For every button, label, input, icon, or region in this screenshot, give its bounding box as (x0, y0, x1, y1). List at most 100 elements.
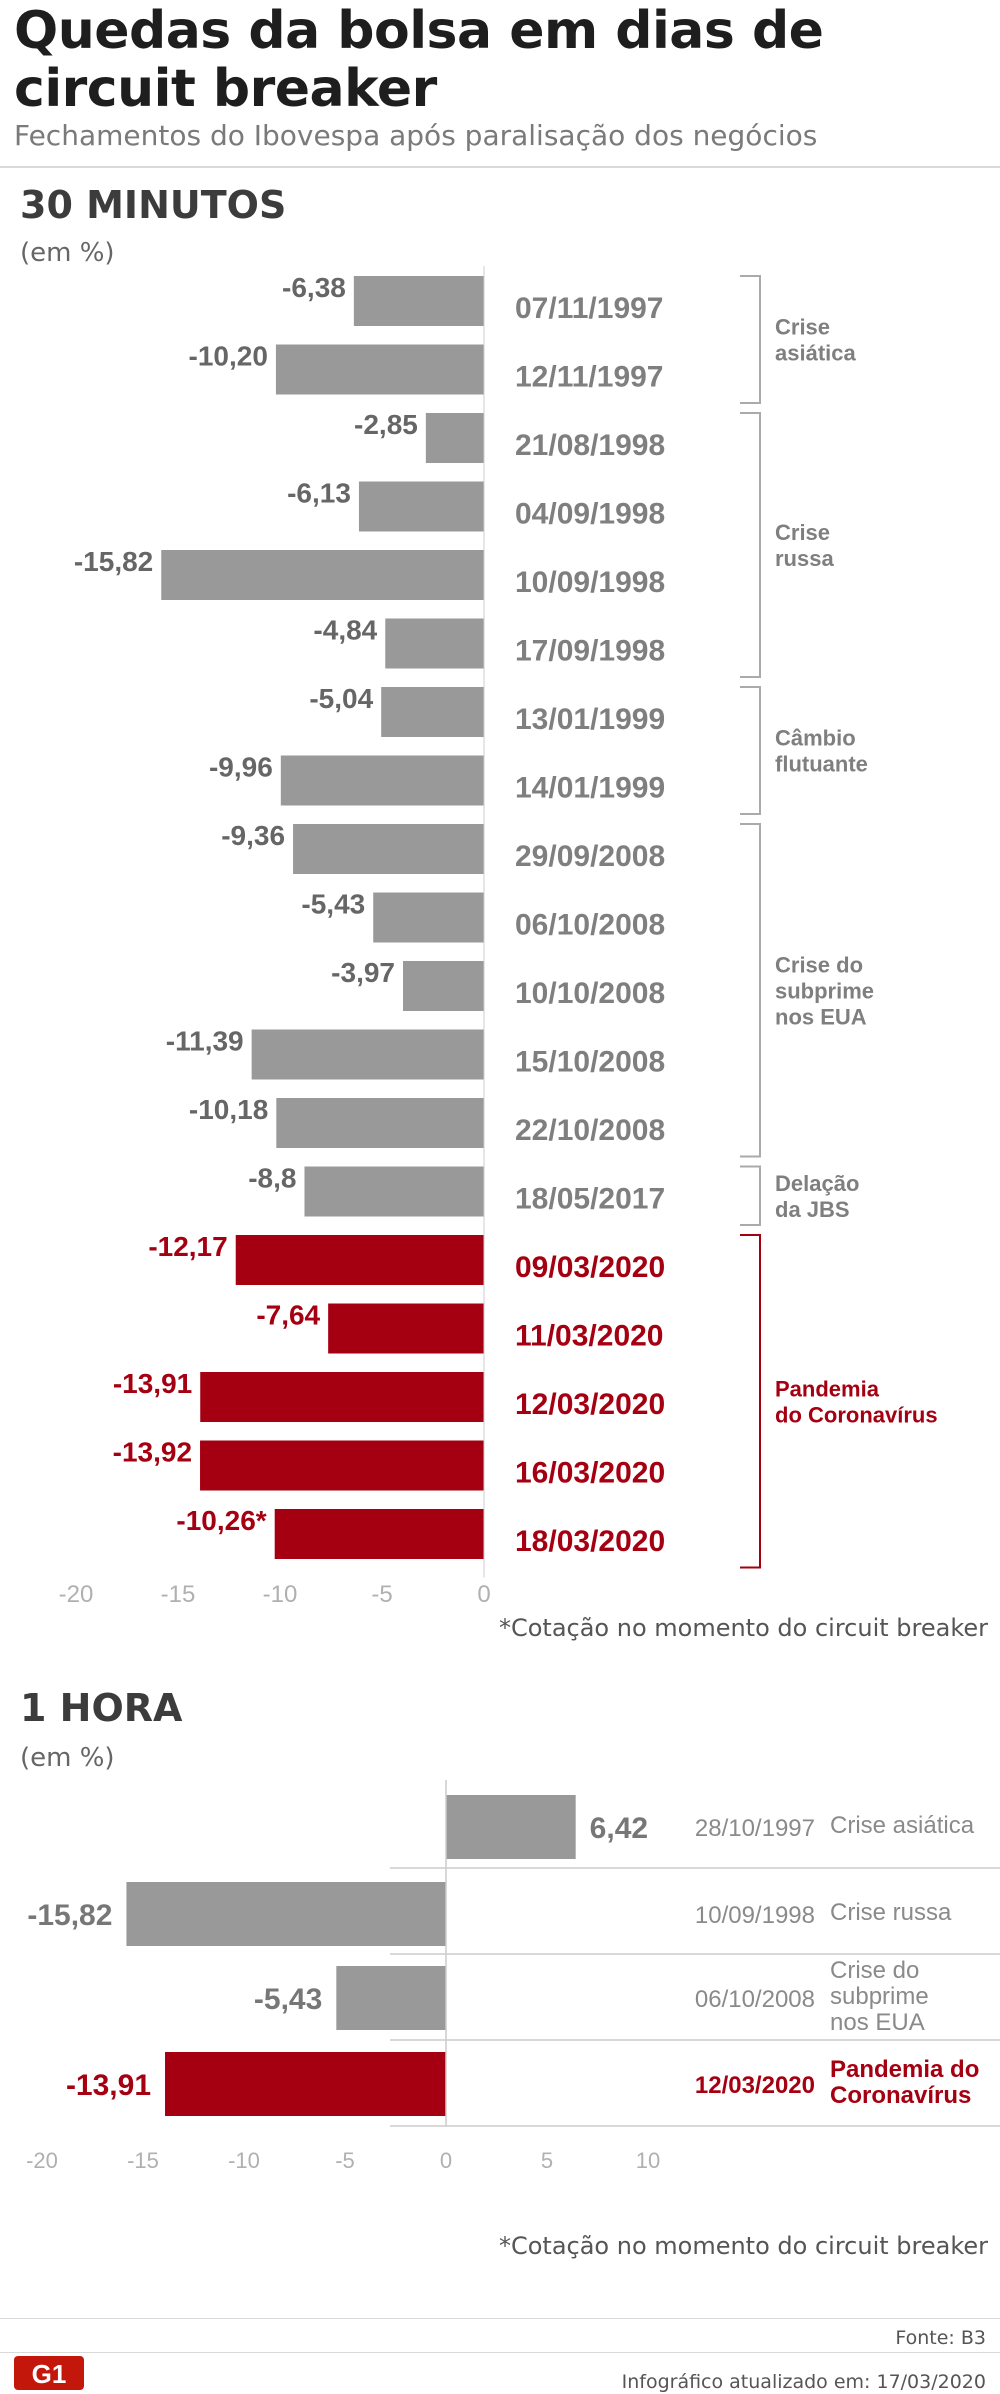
group-bracket (740, 275, 761, 404)
event-label: Crise do subprime nos EUA (830, 1957, 929, 2036)
x-tick-label: -20 (59, 1581, 94, 1608)
date-label: 28/10/1997 (695, 1815, 815, 1842)
date-label: 10/09/1998 (695, 1902, 815, 1929)
group-bracket (740, 412, 761, 678)
value-label: -6,38 (282, 272, 346, 303)
bar (235, 1235, 484, 1285)
bar (381, 687, 484, 737)
event-label: Crise russa (830, 1899, 952, 1926)
chart1-title: 30 MINUTOS (20, 183, 287, 227)
bar (446, 1795, 576, 1859)
bar (200, 1440, 485, 1491)
group-label: Câmbio flutuante (775, 726, 868, 777)
x-tick-label: 0 (440, 2148, 452, 2173)
value-label: -9,36 (221, 820, 285, 851)
group-label: Pandemia do Coronavírus (775, 1376, 938, 1427)
value-label: -10,20 (189, 341, 268, 372)
x-tick-label: 5 (541, 2148, 553, 2173)
bar (373, 892, 484, 943)
value-label: -10,26* (176, 1505, 266, 1536)
x-tick-label: -10 (228, 2148, 260, 2173)
date-label: 10/10/2008 (515, 977, 665, 1010)
footer-divider-2 (0, 2352, 1000, 2353)
value-label: -13,92 (113, 1437, 192, 1468)
group-bracket (740, 823, 761, 1158)
date-label: 18/03/2020 (515, 1525, 665, 1558)
value-label: -15,82 (74, 546, 153, 577)
date-label: 22/10/2008 (515, 1114, 665, 1147)
date-label: 10/09/1998 (515, 566, 665, 599)
chart1-footnote: *Cotação no momento do circuit breaker (498, 1614, 988, 1642)
bar (403, 961, 484, 1011)
value-label: -13,91 (113, 1368, 192, 1399)
update-date: Infográfico atualizado em: 17/03/2020 (621, 2371, 986, 2393)
group-label: Crise do subprime nos EUA (775, 952, 874, 1029)
group-label: Crise russa (775, 520, 834, 571)
date-label: 29/09/2008 (515, 840, 665, 873)
header-divider (0, 166, 1000, 168)
date-label: 06/10/2008 (515, 909, 665, 942)
x-tick-label: -5 (335, 2148, 355, 2173)
value-label: -9,96 (209, 752, 273, 783)
x-tick-label: -15 (127, 2148, 159, 2173)
chart1-unit-label: (em %) (20, 238, 115, 268)
date-label: 12/03/2020 (515, 1388, 665, 1421)
bar (293, 824, 484, 874)
bar (425, 413, 484, 463)
bar (358, 481, 484, 532)
logo-text: G1 (32, 2359, 67, 2389)
value-label: -5,43 (301, 889, 365, 920)
date-label: 11/03/2020 (515, 1320, 664, 1353)
date-label: 15/10/2008 (515, 1046, 665, 1079)
value-label: -15,82 (27, 1899, 112, 1932)
chart2-unit-label: (em %) (20, 1743, 115, 1773)
bar (328, 1303, 484, 1354)
group-label: Crise asiática (775, 315, 856, 366)
date-label: 16/03/2020 (515, 1457, 665, 1490)
value-label: -11,39 (166, 1026, 244, 1057)
chart2-title: 1 HORA (20, 1686, 183, 1730)
event-label: Crise asiática (830, 1812, 975, 1839)
value-label: -6,13 (287, 478, 351, 509)
bar (385, 618, 484, 669)
date-label: 06/10/2008 (695, 1986, 815, 2013)
date-label: 13/01/1999 (515, 703, 665, 736)
bar (200, 1372, 484, 1422)
x-tick-label: -15 (161, 1581, 196, 1608)
date-label: 09/03/2020 (515, 1251, 665, 1284)
x-tick-label: -10 (263, 1581, 298, 1608)
date-label: 12/03/2020 (695, 2072, 815, 2099)
source-credit: Fonte: B3 (895, 2327, 986, 2349)
group-bracket (740, 1165, 761, 1226)
value-label: -2,85 (354, 409, 418, 440)
group-bracket (740, 1234, 761, 1569)
date-label: 14/01/1999 (515, 772, 665, 805)
value-label: -3,97 (331, 957, 395, 988)
value-label: -10,18 (189, 1094, 268, 1125)
x-tick-label: -5 (371, 1581, 392, 1608)
group-label: Delação da JBS (775, 1171, 859, 1222)
date-label: 07/11/1997 (515, 292, 664, 325)
chart2-footnote: *Cotação no momento do circuit breaker (498, 2232, 988, 2260)
page-title: Quedas da bolsa em dias de circuit break… (14, 1, 824, 119)
event-label: Pandemia do Coronavírus (830, 2056, 979, 2109)
value-label: 6,42 (590, 1812, 648, 1845)
bar (275, 344, 484, 395)
date-label: 21/08/1998 (515, 429, 665, 462)
bar (276, 1098, 484, 1148)
x-tick-label: 10 (636, 2148, 660, 2173)
value-label: -4,84 (313, 615, 377, 646)
value-label: -5,43 (254, 1983, 322, 2016)
bar (126, 1882, 446, 1946)
x-tick-label: 0 (477, 1581, 490, 1608)
value-label: -13,91 (66, 2069, 151, 2102)
bar (274, 1509, 484, 1559)
bar (353, 276, 484, 326)
date-label: 17/09/1998 (515, 635, 665, 668)
bar (251, 1029, 484, 1080)
date-label: 04/09/1998 (515, 498, 665, 531)
chart-30-minutos: -6,38 07/11/1997 -10,20 12/11/1997 -2,85 21/0… (59, 266, 938, 1608)
value-label: -7,64 (256, 1300, 320, 1331)
group-bracket (740, 686, 761, 815)
